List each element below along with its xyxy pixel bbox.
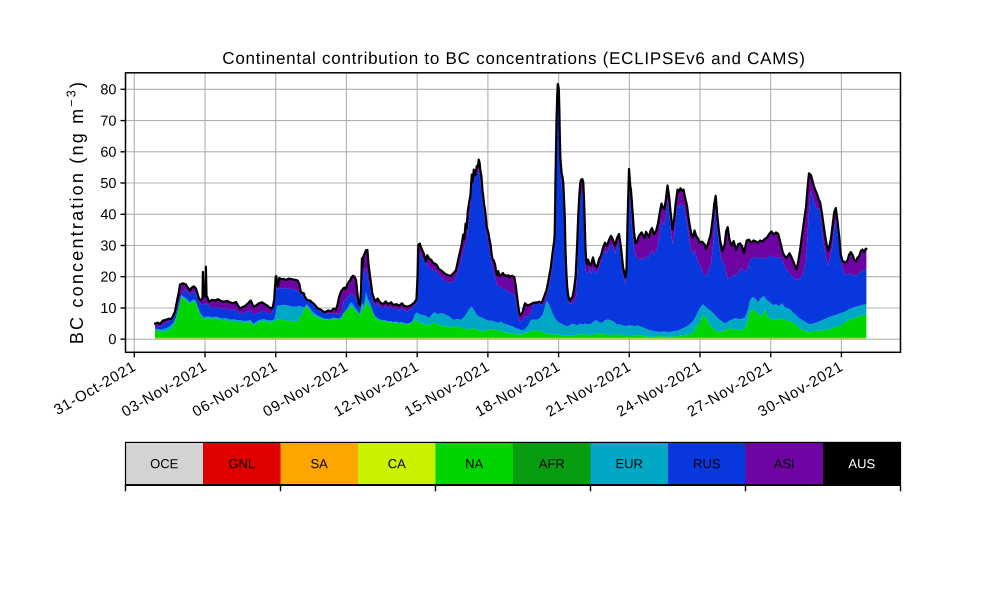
svg-text:0: 0	[108, 332, 116, 348]
svg-text:80: 80	[100, 82, 116, 98]
svg-text:SA: SA	[311, 456, 329, 471]
svg-text:NA: NA	[465, 456, 483, 471]
svg-text:70: 70	[100, 114, 116, 130]
svg-text:AUS: AUS	[848, 456, 875, 471]
svg-text:ASI: ASI	[774, 456, 795, 471]
svg-text:CA: CA	[388, 456, 406, 471]
svg-text:10: 10	[100, 301, 116, 317]
svg-text:40: 40	[100, 207, 116, 223]
svg-text:50: 50	[100, 176, 116, 192]
svg-text:OCE: OCE	[150, 456, 179, 471]
svg-text:30: 30	[100, 238, 116, 254]
svg-text:EUR: EUR	[615, 456, 642, 471]
svg-text:GNL: GNL	[228, 456, 255, 471]
svg-text:AFR: AFR	[539, 456, 565, 471]
svg-text:Continental contribution to BC: Continental contribution to BC concentra…	[222, 49, 805, 68]
svg-text:BC concentration (ng m−3): BC concentration (ng m−3)	[65, 80, 88, 344]
svg-text:RUS: RUS	[693, 456, 721, 471]
svg-text:20: 20	[100, 270, 116, 286]
svg-text:60: 60	[100, 145, 116, 161]
